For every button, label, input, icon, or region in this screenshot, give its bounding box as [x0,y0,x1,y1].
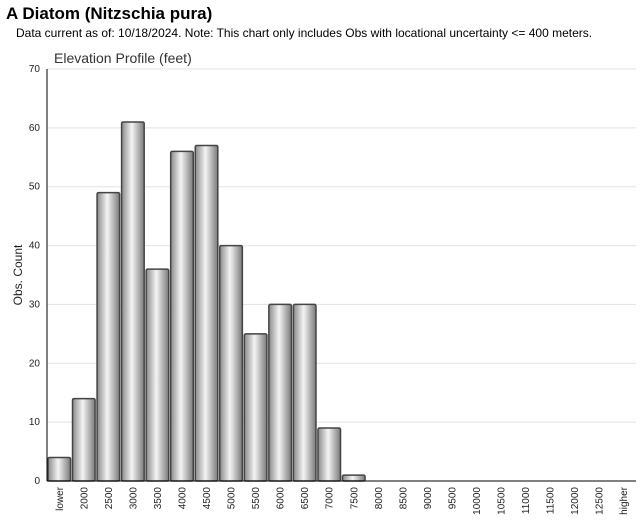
y-tick-label: 70 [29,64,41,75]
bar-3500 [145,268,170,482]
y-tick-label: 10 [29,417,41,428]
axes [46,69,636,482]
chart-inner-title: Elevation Profile (feet) [54,50,192,66]
x-tick-label-9500: 9500 [447,487,458,510]
x-tick-label-11500: 11500 [546,487,557,515]
bar-7500 [341,474,366,482]
bar-2000 [71,397,96,482]
bar-5000 [219,244,244,482]
y-tick-label: 50 [29,182,41,193]
x-tick-label-10000: 10000 [472,487,483,515]
x-tick-label-4000: 4000 [177,487,188,510]
x-tick-label-12500: 12500 [595,487,606,515]
bar-6500 [292,303,317,482]
bar-lower [47,456,72,482]
y-tick-label: 20 [29,358,41,369]
y-axis-label: Obs. Count [11,244,25,305]
x-tick-label-3500: 3500 [153,487,164,510]
bar-7000 [317,427,342,482]
x-tick-label-5500: 5500 [251,487,262,510]
x-tick-label-2000: 2000 [79,487,90,510]
chart-title: A Diatom (Nitzschia pura) [6,4,213,23]
x-tick-label-8500: 8500 [398,487,409,510]
bars [47,121,366,482]
x-tick-label-2500: 2500 [104,487,115,510]
y-tick-label: 30 [29,299,41,310]
x-tick-label-5000: 5000 [227,487,238,510]
x-tick-label-7000: 7000 [325,487,336,510]
chart-subtitle: Data current as of: 10/18/2024. Note: Th… [16,26,593,40]
bar-4000 [169,150,195,482]
grid-lines [47,68,636,423]
bar-4500 [194,144,219,482]
y-axis-ticks: 0 10 20 30 40 50 60 70 [29,64,41,487]
y-tick-label: 40 [29,241,41,252]
bar-5500 [243,333,268,482]
x-tick-label-10500: 10500 [497,487,508,515]
x-tick-label-9000: 9000 [423,487,434,510]
bar-2500 [96,191,121,482]
x-tick-label-lower: lower [55,486,66,511]
x-tick-label-12000: 12000 [570,487,581,515]
x-tick-label-3000: 3000 [128,487,139,510]
x-tick-label-8000: 8000 [374,487,385,510]
y-tick-label: 60 [29,123,41,134]
x-tick-label-7500: 7500 [349,487,360,510]
x-tick-label-6500: 6500 [300,487,311,510]
bar-6000 [268,303,293,482]
x-tick-label-6000: 6000 [276,487,287,510]
x-tick-label-higher: higher [619,486,630,514]
x-tick-label-4500: 4500 [202,487,213,510]
x-tick-label-11000: 11000 [521,487,532,515]
y-tick-label: 0 [34,476,40,487]
bar-3000 [120,121,145,482]
x-axis-ticks: lower 2000 2500 3000 3500 4000 4500 5000 5500 600… [55,486,630,514]
